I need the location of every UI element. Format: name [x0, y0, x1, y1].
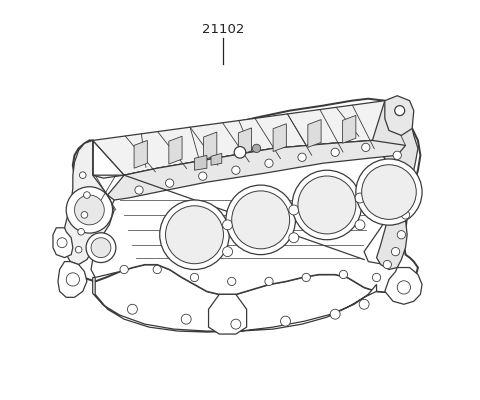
- Circle shape: [199, 172, 207, 180]
- Text: 21102: 21102: [202, 23, 245, 36]
- Circle shape: [232, 191, 289, 249]
- Circle shape: [361, 143, 370, 152]
- Circle shape: [393, 151, 401, 160]
- Circle shape: [355, 220, 365, 230]
- Polygon shape: [73, 99, 420, 294]
- Circle shape: [298, 153, 306, 162]
- Circle shape: [232, 166, 240, 174]
- Circle shape: [91, 238, 111, 258]
- Circle shape: [234, 146, 246, 158]
- Circle shape: [331, 148, 339, 156]
- Circle shape: [302, 273, 311, 282]
- Polygon shape: [204, 132, 217, 160]
- Circle shape: [403, 191, 411, 199]
- Polygon shape: [63, 140, 114, 264]
- Polygon shape: [194, 155, 207, 170]
- Circle shape: [298, 176, 356, 234]
- Polygon shape: [93, 278, 376, 332]
- Circle shape: [226, 185, 296, 255]
- Polygon shape: [273, 124, 287, 152]
- Circle shape: [128, 304, 137, 314]
- Polygon shape: [211, 153, 222, 165]
- Circle shape: [223, 247, 232, 257]
- Polygon shape: [372, 101, 418, 270]
- Polygon shape: [108, 140, 406, 200]
- Circle shape: [75, 246, 82, 253]
- Circle shape: [265, 277, 273, 286]
- Polygon shape: [385, 268, 422, 304]
- Circle shape: [160, 200, 229, 270]
- Polygon shape: [134, 140, 147, 168]
- Circle shape: [86, 233, 116, 262]
- Circle shape: [84, 192, 90, 198]
- Circle shape: [81, 212, 88, 218]
- Circle shape: [74, 195, 104, 225]
- Circle shape: [280, 316, 290, 326]
- Circle shape: [356, 159, 422, 225]
- Circle shape: [330, 309, 340, 319]
- Polygon shape: [169, 136, 182, 164]
- Circle shape: [359, 299, 369, 309]
- Circle shape: [292, 170, 361, 240]
- Polygon shape: [308, 120, 321, 147]
- Circle shape: [401, 211, 409, 219]
- Circle shape: [135, 186, 143, 194]
- Circle shape: [397, 281, 410, 294]
- Polygon shape: [239, 128, 252, 156]
- Circle shape: [265, 159, 273, 167]
- Circle shape: [252, 144, 261, 152]
- Polygon shape: [91, 140, 401, 294]
- Circle shape: [181, 314, 191, 324]
- Circle shape: [400, 171, 408, 179]
- Circle shape: [66, 187, 112, 233]
- Circle shape: [78, 228, 84, 235]
- Circle shape: [153, 265, 161, 274]
- Circle shape: [392, 248, 400, 256]
- Circle shape: [228, 277, 236, 286]
- Circle shape: [383, 260, 392, 269]
- Circle shape: [166, 179, 174, 187]
- Circle shape: [339, 270, 348, 279]
- Circle shape: [289, 233, 299, 243]
- Polygon shape: [93, 101, 412, 178]
- Circle shape: [395, 106, 405, 116]
- Polygon shape: [58, 262, 87, 297]
- Polygon shape: [208, 294, 247, 334]
- Circle shape: [355, 193, 365, 203]
- Circle shape: [57, 238, 67, 248]
- Circle shape: [191, 273, 199, 282]
- Circle shape: [361, 165, 416, 219]
- Circle shape: [397, 231, 406, 239]
- Polygon shape: [385, 96, 414, 136]
- Circle shape: [372, 273, 381, 282]
- Polygon shape: [343, 115, 356, 143]
- Circle shape: [120, 265, 128, 274]
- Circle shape: [289, 205, 299, 215]
- Circle shape: [166, 206, 224, 264]
- Circle shape: [80, 172, 86, 178]
- Circle shape: [66, 273, 80, 286]
- Polygon shape: [53, 228, 73, 258]
- Circle shape: [223, 220, 232, 230]
- Circle shape: [231, 319, 241, 329]
